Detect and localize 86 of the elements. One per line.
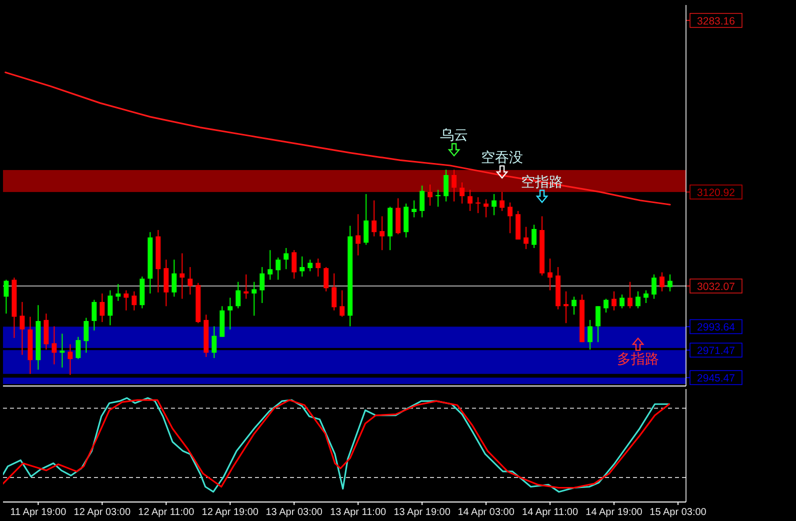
- candlestick: [612, 290, 616, 311]
- candlestick: [76, 336, 81, 360]
- candlestick: [260, 266, 265, 304]
- candlestick: [564, 290, 569, 324]
- candlestick: [20, 301, 25, 356]
- candlestick: [596, 306, 601, 343]
- candlestick: [452, 169, 457, 202]
- candlestick: [324, 266, 329, 292]
- candlestick: [332, 272, 337, 311]
- candlestick: [68, 344, 73, 376]
- candlestick: [532, 224, 537, 248]
- candlestick: [644, 290, 648, 304]
- candlestick: [84, 317, 89, 354]
- candlestick: [380, 216, 385, 251]
- candlestick: [420, 185, 425, 218]
- candlestick: [284, 248, 289, 270]
- candlestick: [364, 194, 369, 246]
- candlestick: [132, 290, 137, 311]
- x-tick-label: 12 Apr 19:00: [202, 507, 259, 518]
- candlestick: [524, 226, 529, 250]
- candlestick: [180, 252, 185, 300]
- candlestick: [356, 214, 361, 256]
- candlestick: [172, 259, 177, 298]
- x-tick-label: 12 Apr 03:00: [74, 507, 131, 518]
- candlestick: [508, 202, 513, 234]
- y-tick-label: 3120.92: [697, 187, 736, 200]
- candlestick: [604, 298, 609, 314]
- candlestick: [572, 296, 577, 316]
- x-tick-label: 14 Apr 03:00: [458, 507, 515, 518]
- candlestick: [268, 250, 273, 280]
- candlestick: [188, 266, 193, 296]
- y-tick-label: 2971.47: [697, 345, 736, 358]
- candlestick: [100, 292, 105, 323]
- candlestick: [492, 194, 497, 216]
- y-tick-label: 2945.47: [697, 372, 736, 385]
- y-tick-label: 3283.16: [697, 15, 736, 28]
- candlestick: [92, 299, 97, 332]
- x-tick-label: 13 Apr 03:00: [266, 507, 323, 518]
- candlestick: [292, 250, 297, 280]
- candlestick: [340, 290, 345, 318]
- candlestick: [620, 294, 624, 309]
- candlestick: [412, 200, 417, 218]
- annotation: 多指路: [617, 350, 660, 366]
- candlestick: [436, 189, 441, 208]
- candlestick: [636, 290, 640, 309]
- candlestick: [52, 326, 57, 365]
- candlestick: [308, 259, 313, 272]
- candlestick: [668, 274, 672, 292]
- candlestick: [276, 257, 281, 280]
- candlestick: [116, 283, 121, 302]
- y-tick-label: 3032.07: [697, 281, 736, 294]
- candlestick: [300, 256, 305, 278]
- candlestick: [316, 258, 321, 278]
- candlestick: [548, 258, 553, 291]
- candlestick: [588, 319, 593, 350]
- x-tick-label: 11 Apr 19:00: [10, 507, 67, 518]
- candlestick: [484, 198, 489, 218]
- candlestick: [372, 200, 377, 237]
- x-tick-label: 12 Apr 11:00: [138, 507, 195, 518]
- candlestick: [4, 279, 9, 314]
- candlestick: [652, 274, 656, 300]
- candlestick: [628, 281, 632, 309]
- candlestick: [468, 189, 473, 212]
- candlestick: [124, 290, 129, 311]
- candlestick: [460, 182, 465, 204]
- x-tick-label: 15 Apr 03:00: [650, 507, 707, 518]
- candlestick: [244, 274, 249, 300]
- x-tick-label: 14 Apr 11:00: [522, 507, 578, 518]
- x-tick-label: 13 Apr 19:00: [394, 507, 451, 518]
- annotation: 乌云: [440, 126, 468, 143]
- candlestick: [444, 169, 449, 202]
- annotation: 空吞没: [481, 148, 524, 165]
- candlestick: [212, 326, 217, 359]
- candlestick: [476, 196, 481, 214]
- x-tick-label: 13 Apr 11:00: [330, 507, 387, 518]
- annotation: 空指路: [521, 173, 564, 190]
- y-tick-label: 2993.64: [697, 322, 736, 334]
- candlestick: [236, 281, 241, 309]
- candlestick: [500, 191, 505, 212]
- candlestick: [252, 281, 257, 316]
- x-tick-label: 14 Apr 19:00: [586, 507, 643, 518]
- candlestick: [228, 297, 233, 330]
- candlestick: [428, 184, 433, 206]
- candlestick: [60, 333, 65, 368]
- candlestick: [660, 272, 664, 292]
- candlestick: [108, 290, 113, 326]
